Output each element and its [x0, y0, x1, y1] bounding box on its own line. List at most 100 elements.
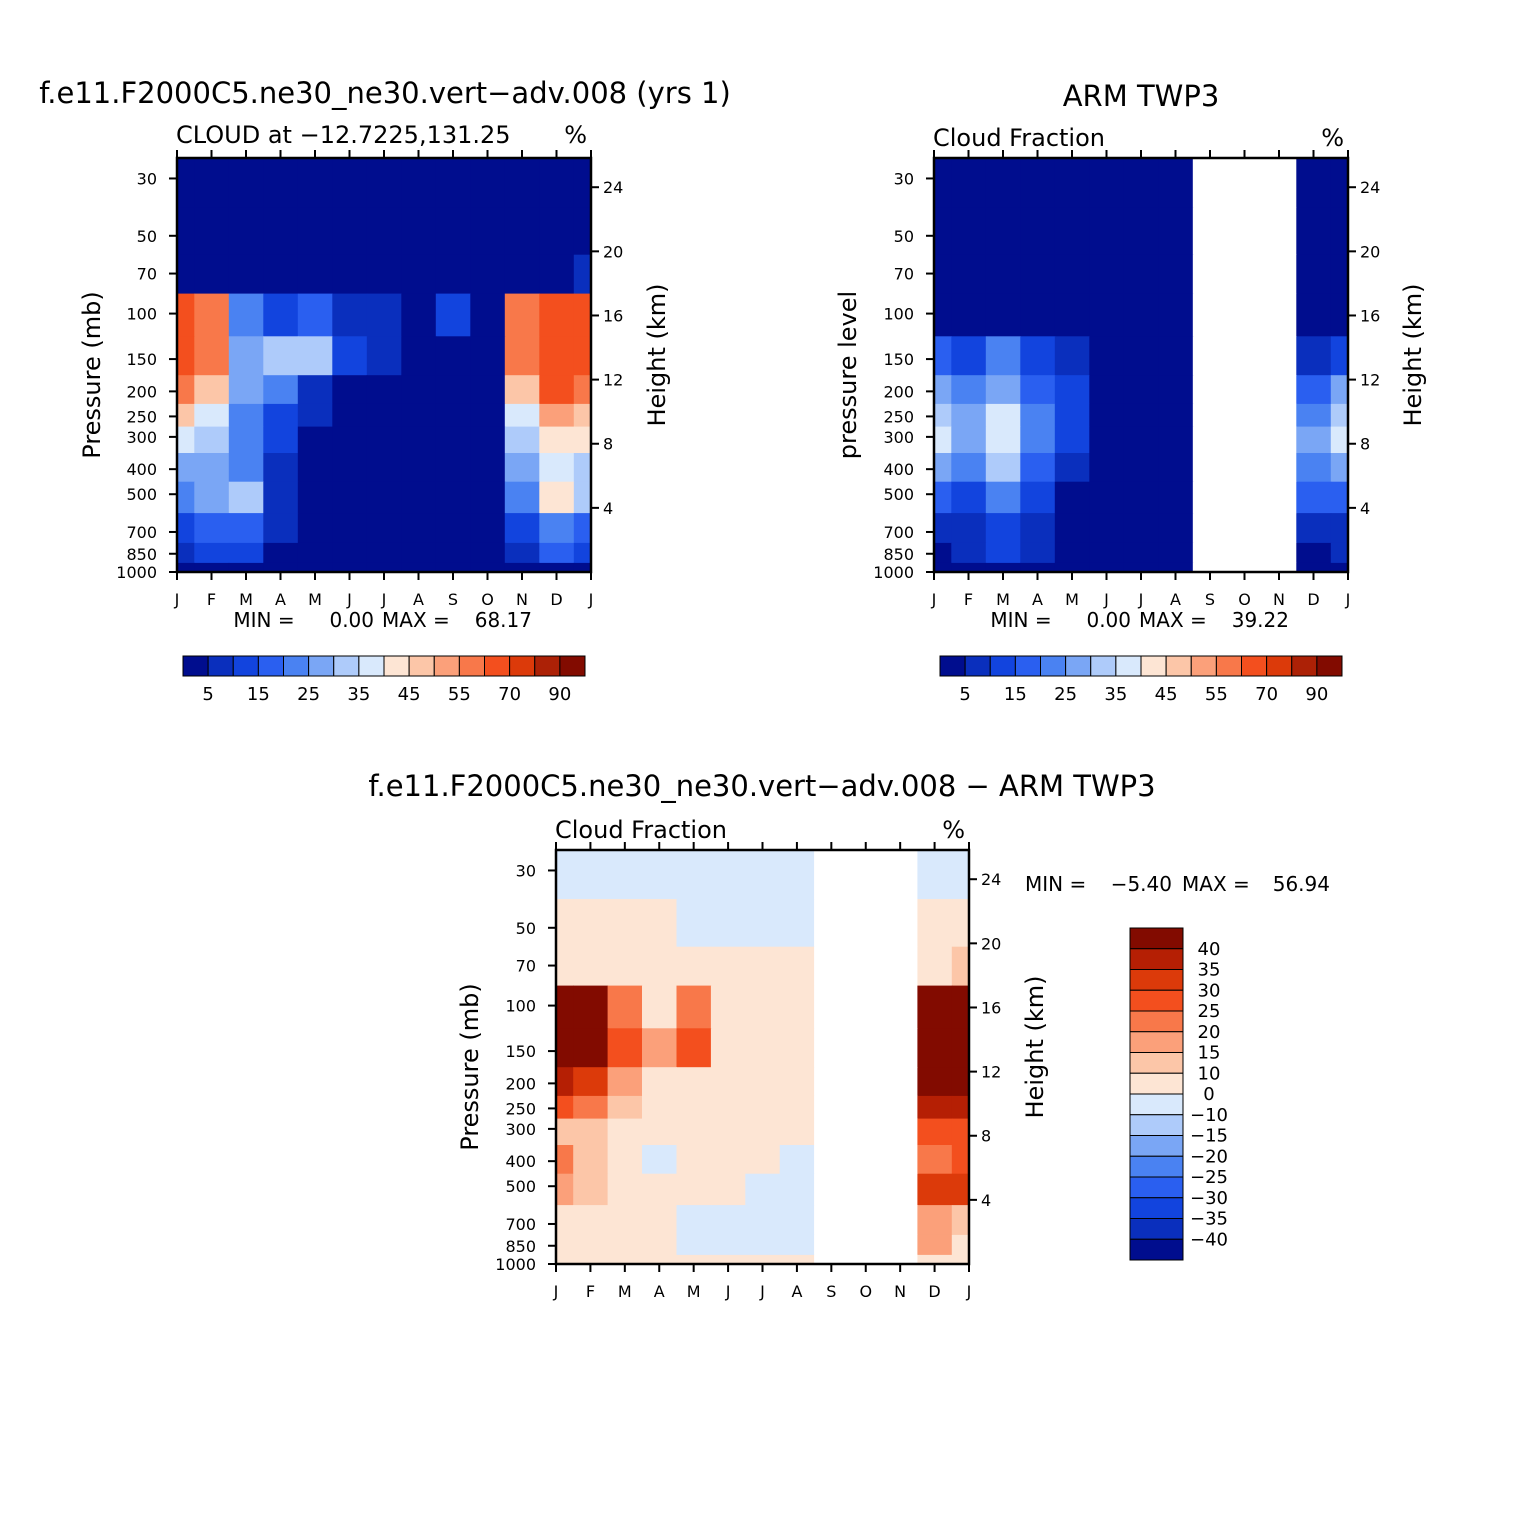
heatmap-cell — [366, 207, 402, 256]
heatmap-cell — [366, 513, 402, 544]
heatmap-cell — [951, 336, 987, 376]
heatmap-cell — [1089, 562, 1125, 573]
heatmap-cell — [1158, 453, 1194, 483]
colorbar-swatch — [534, 655, 561, 677]
colorbar-swatch — [1316, 655, 1343, 677]
heatmap-cell — [539, 513, 575, 544]
heatmap-cell — [934, 542, 952, 564]
heatmap-cell — [228, 562, 264, 573]
heatmap-cell — [539, 207, 575, 256]
heatmap-cell — [1123, 403, 1159, 428]
min-label: MIN = — [990, 608, 1051, 632]
colorbar-swatch — [1129, 1238, 1184, 1261]
heatmap-cell — [985, 375, 1021, 405]
heatmap-cell — [435, 336, 471, 376]
colorbar-swatch — [408, 655, 435, 677]
heatmap-cell — [332, 254, 368, 295]
colorbar-swatch — [358, 655, 385, 677]
heatmap-cell — [779, 1067, 815, 1097]
colorbar-swatch — [182, 655, 209, 677]
y-right-tick-label: 24 — [603, 178, 623, 197]
heatmap-cell — [177, 481, 195, 514]
heatmap-cell — [607, 1173, 643, 1206]
colorbar-swatch — [207, 655, 234, 677]
heatmap-cell — [539, 562, 575, 573]
heatmap-cell — [676, 1118, 712, 1146]
heatmap-cell — [607, 1145, 643, 1175]
heatmap-cell — [1158, 336, 1194, 376]
heatmap-cell — [194, 293, 230, 337]
y-right-tick-label: 8 — [981, 1127, 991, 1146]
y-tick-label: 70 — [137, 265, 157, 284]
colorbar-label: −35 — [1190, 1209, 1228, 1230]
heatmap-cell — [177, 207, 195, 256]
heatmap-cell — [1054, 336, 1090, 376]
colorbar-label: 5 — [202, 684, 213, 705]
y-tick-label: 1000 — [873, 563, 914, 582]
heatmap-cell — [676, 946, 712, 987]
y-tick-label: 300 — [505, 1120, 536, 1139]
heatmap-cell — [607, 1254, 643, 1265]
heatmap-cell — [745, 850, 781, 900]
heatmap-cell — [710, 1095, 746, 1120]
heatmap-cell — [1020, 542, 1056, 564]
heatmap-cell — [642, 1067, 677, 1097]
heatmap-cell — [1054, 426, 1090, 454]
heatmap-cell — [177, 542, 195, 564]
chart-subtitle: Cloud Fraction — [933, 124, 1105, 152]
heatmap-cell — [951, 207, 987, 256]
x-tick-label: J — [966, 1282, 972, 1301]
heatmap-cell — [228, 453, 264, 483]
heatmap-cell — [1158, 542, 1194, 564]
heatmap-cell — [297, 158, 333, 208]
y-tick-label: 500 — [883, 485, 914, 504]
min-label: MIN = — [233, 608, 294, 632]
heatmap-cell — [573, 207, 592, 256]
heatmap-cell — [1296, 254, 1332, 295]
colorbar-label: 90 — [548, 684, 571, 705]
heatmap-cell — [297, 207, 333, 256]
heatmap-cell — [745, 1173, 781, 1206]
heatmap-cell — [366, 293, 402, 337]
heatmap-cell — [177, 403, 195, 428]
heatmap-cell — [1123, 426, 1159, 454]
y-tick-label: 250 — [126, 407, 157, 426]
heatmap-cell — [1330, 562, 1349, 573]
heatmap-cell — [1089, 403, 1125, 428]
heatmap-cell — [985, 426, 1021, 454]
heatmap-cell — [297, 481, 333, 514]
heatmap-cell — [366, 254, 402, 295]
heatmap-cell — [194, 562, 230, 573]
heatmap-cell — [917, 850, 953, 900]
y-tick-label: 30 — [894, 169, 914, 188]
y-tick-label: 70 — [894, 265, 914, 284]
heatmap-cell — [745, 1028, 781, 1068]
colorbar-label: 25 — [1198, 1001, 1221, 1022]
heatmap-cell — [1089, 542, 1125, 564]
heatmap-cell — [177, 158, 195, 208]
heatmap-cell — [194, 453, 230, 483]
heatmap-cell — [228, 293, 264, 337]
heatmap-cell — [573, 1234, 609, 1256]
heatmap-cell — [676, 1205, 712, 1236]
heatmap-cell — [710, 1173, 746, 1206]
y-tick-label: 150 — [126, 350, 157, 369]
heatmap-cell — [1330, 158, 1349, 208]
heatmap-cell — [556, 1254, 574, 1265]
heatmap-cell — [985, 481, 1021, 514]
heatmap-cell — [985, 254, 1021, 295]
heatmap-cell — [917, 1145, 953, 1175]
heatmap-cell — [1020, 254, 1056, 295]
heatmap-cell — [951, 899, 970, 948]
heatmap-cell — [435, 513, 471, 544]
heatmap-cell — [934, 426, 952, 454]
y-tick-label: 100 — [505, 997, 536, 1016]
x-tick-label: D — [550, 590, 562, 609]
x-tick-label: S — [826, 1282, 836, 1301]
heatmap-cell — [745, 899, 781, 948]
x-tick-label: J — [346, 590, 352, 609]
heatmap-cell — [710, 1145, 746, 1175]
colorbar-swatch — [1291, 655, 1318, 677]
colorbar-label: 35 — [1104, 684, 1127, 705]
